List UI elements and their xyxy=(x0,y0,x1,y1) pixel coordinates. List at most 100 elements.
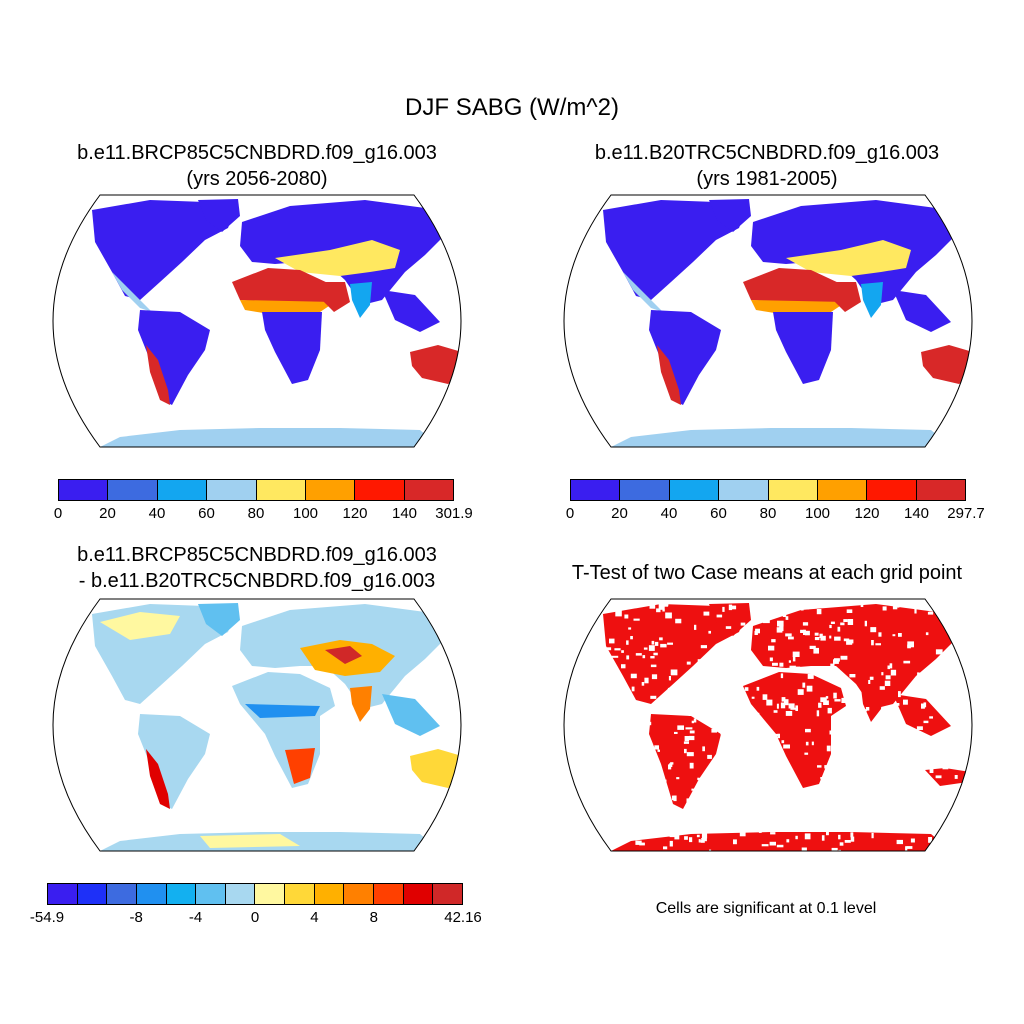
india xyxy=(861,686,883,722)
colorbar-swatch xyxy=(48,884,78,904)
colorbar-swatch xyxy=(314,884,345,904)
south-america xyxy=(138,714,210,809)
significance-note: Cells are significant at 0.1 level xyxy=(655,900,877,917)
colorbar-tick-label: 297.7 xyxy=(947,505,985,522)
australia xyxy=(410,749,461,788)
africa-sahara xyxy=(232,268,335,302)
colorbar-tick-label: 4 xyxy=(310,909,319,926)
panel4-title: T-Test of two Case means at each grid po… xyxy=(571,562,963,584)
panel3-title-line2: - b.e11.B20TRC5CNBDRD.f09_g16.003 xyxy=(78,570,436,592)
colorbar-swatch xyxy=(59,480,109,500)
colorbar-tick-label: 120 xyxy=(854,505,880,522)
colorbar-tick-label: 42.16 xyxy=(444,909,482,926)
colorbar-swatch xyxy=(285,884,315,904)
africa-sahel-negative xyxy=(245,704,320,718)
mexico xyxy=(623,272,663,312)
north-america xyxy=(603,604,746,704)
main-title: DJF SABG (W/m^2) xyxy=(405,94,619,121)
colorbar-tick-label: 60 xyxy=(198,505,215,522)
panel3-title-line1: b.e11.BRCP85C5CNBDRD.f09_g16.003 xyxy=(77,544,437,566)
africa-south-positive xyxy=(285,748,315,784)
north-america xyxy=(603,200,746,300)
map-panel-rcp85 xyxy=(52,194,462,448)
colorbar-tick-label: -54.9 xyxy=(29,909,65,926)
colorbar-swatch xyxy=(136,884,167,904)
colorbar-swatch xyxy=(196,884,226,904)
colorbar-swatch xyxy=(225,884,256,904)
africa xyxy=(232,672,335,788)
africa-central xyxy=(262,312,322,384)
colorbar-swatch xyxy=(867,480,917,500)
colorbar-swatch xyxy=(344,884,375,904)
colorbar-swatch xyxy=(207,480,257,500)
colorbar-swatch xyxy=(255,884,286,904)
colorbar-swatch xyxy=(305,480,356,500)
colorbar-tick-label: 60 xyxy=(710,505,727,522)
south-america xyxy=(138,310,210,405)
colorbar-swatch xyxy=(108,480,158,500)
colorbar-swatch xyxy=(719,480,769,500)
india xyxy=(861,282,883,318)
colorbar-tick-label: 0 xyxy=(565,505,575,522)
colorbar-tick-label: 20 xyxy=(611,505,628,522)
colorbar-historical xyxy=(570,479,966,501)
south-america xyxy=(649,310,721,405)
se-asia xyxy=(382,694,440,736)
map-outline-historical xyxy=(563,194,973,448)
arabia xyxy=(318,282,350,312)
colorbar-swatch xyxy=(620,480,670,500)
africa-sahel xyxy=(240,300,335,314)
colorbar-swatch xyxy=(256,480,306,500)
colorbar-swatch xyxy=(817,480,868,500)
greenland xyxy=(709,199,751,232)
colorbar-swatch xyxy=(404,480,453,500)
colorbar-swatch xyxy=(166,884,197,904)
eurasia-central-band xyxy=(275,240,400,276)
antarctica-warm-patch xyxy=(200,834,300,848)
antarctica xyxy=(100,428,440,447)
colorbar-swatch xyxy=(571,480,621,500)
colorbar-tick-label: 0 xyxy=(250,909,260,926)
colorbar-tick-label: -8 xyxy=(129,909,143,926)
india xyxy=(350,686,372,722)
greenland xyxy=(709,603,751,636)
colorbar-swatch xyxy=(77,884,108,904)
colorbar-swatch xyxy=(403,884,434,904)
colorbar-rcp85 xyxy=(58,479,454,501)
colorbar-swatch xyxy=(669,480,720,500)
south-america xyxy=(649,714,721,809)
arabia xyxy=(829,282,861,312)
colorbar-tick-label: 80 xyxy=(759,505,777,522)
map-panel-historical xyxy=(563,194,973,448)
colorbar-tick-label: 20 xyxy=(99,505,116,522)
africa-sahara xyxy=(743,268,846,302)
africa-central xyxy=(773,312,833,384)
colorbar-swatch xyxy=(374,884,404,904)
colorbar-swatch xyxy=(433,884,462,904)
colorbar-tick-label: 40 xyxy=(148,505,166,522)
colorbar-tick-label: -4 xyxy=(188,909,203,926)
mexico xyxy=(112,272,152,312)
map-outline-rcp85 xyxy=(52,194,462,448)
south-america-andes xyxy=(657,345,681,405)
colorbar-swatch xyxy=(916,480,965,500)
map-panel-difference xyxy=(52,598,462,852)
map-panel-ttest xyxy=(563,598,973,852)
panel1-title-line1: b.e11.BRCP85C5CNBDRD.f09_g16.003 xyxy=(77,142,437,164)
australia xyxy=(410,345,461,384)
colorbar-swatch xyxy=(355,480,405,500)
se-asia xyxy=(382,290,440,332)
australia-partial xyxy=(925,768,970,786)
tibet-hotspot xyxy=(325,646,362,664)
greenland xyxy=(198,603,240,636)
se-asia xyxy=(893,290,951,332)
africa-sahel xyxy=(751,300,846,314)
map-outline-difference xyxy=(52,598,462,852)
colorbar-swatch xyxy=(157,480,208,500)
colorbar-tick-label: 100 xyxy=(292,505,319,522)
colorbar-tick-label: 120 xyxy=(342,505,368,522)
colorbar-swatch xyxy=(768,480,818,500)
india xyxy=(350,282,372,318)
colorbar-tick-label: 301.9 xyxy=(435,505,473,522)
